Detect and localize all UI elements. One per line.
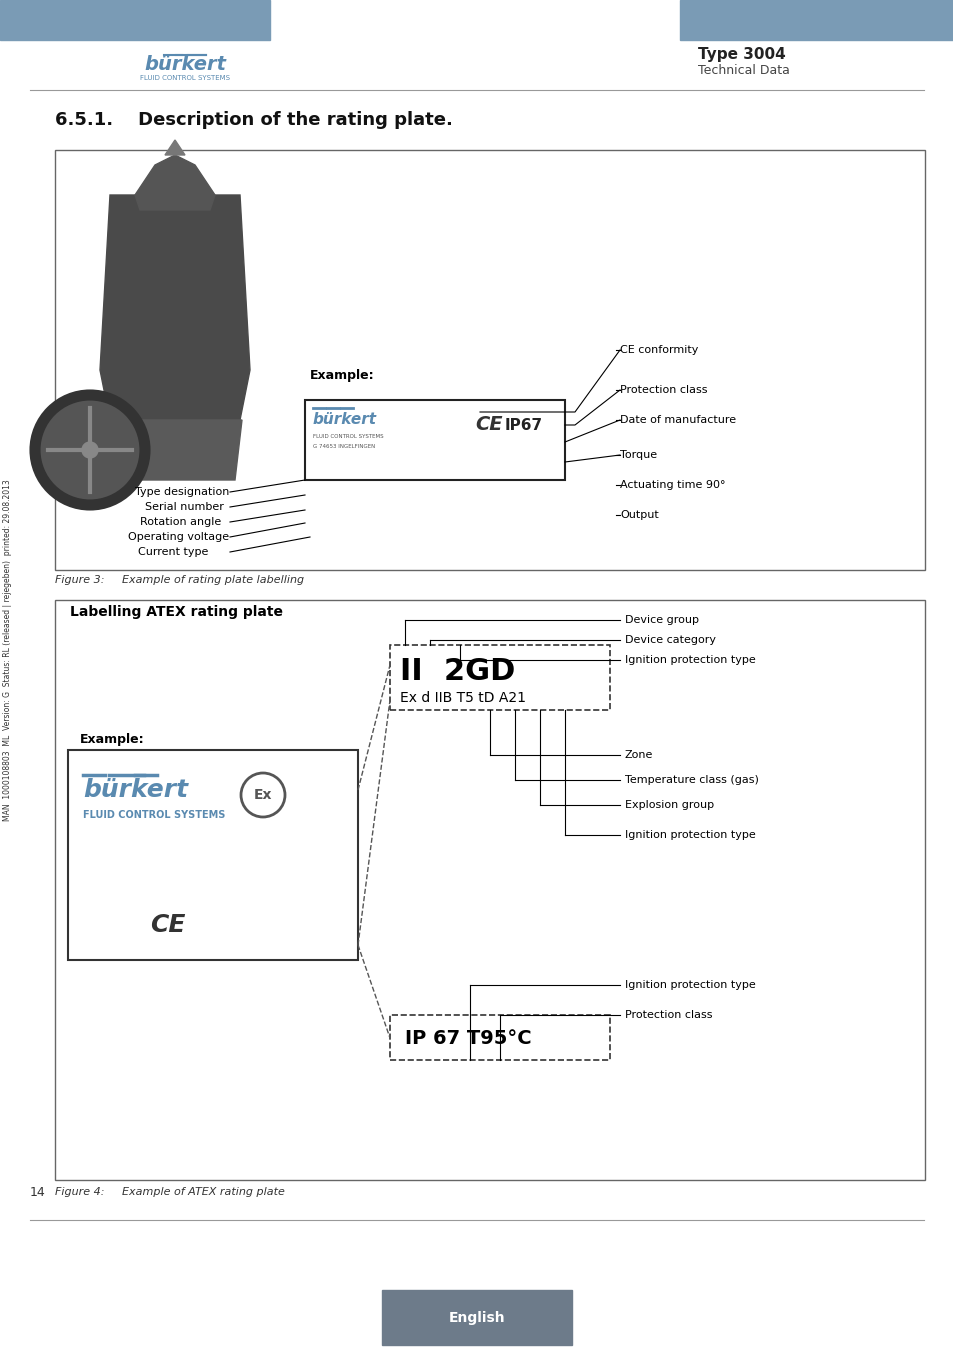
Text: CE: CE [475, 416, 502, 435]
Bar [55, 599, 924, 1180]
Text: CE: CE [150, 913, 186, 937]
Text: Ignition protection type: Ignition protection type [624, 980, 755, 990]
Circle shape [82, 441, 98, 458]
Text: Ignition protection type: Ignition protection type [624, 830, 755, 840]
Polygon shape [165, 140, 185, 155]
Text: Rotation angle: Rotation angle [140, 517, 221, 526]
Polygon shape [100, 194, 250, 420]
Text: Actuating time 90°: Actuating time 90° [619, 481, 724, 490]
Bar [679, 0, 953, 40]
Text: Ignition protection type: Ignition protection type [624, 655, 755, 666]
Text: Explosion group: Explosion group [624, 801, 714, 810]
Text: Protection class: Protection class [619, 385, 707, 396]
Text: Date of manufacture: Date of manufacture [619, 414, 736, 425]
Text: Type 3004: Type 3004 [698, 46, 785, 62]
Text: English: English [448, 1311, 505, 1324]
Bar [305, 400, 564, 481]
Text: Output: Output [619, 510, 659, 520]
Text: Example:: Example: [310, 369, 375, 382]
Bar [68, 751, 357, 960]
Text: Serial number: Serial number [145, 502, 224, 512]
Polygon shape [108, 420, 242, 481]
Text: FLUID CONTROL SYSTEMS: FLUID CONTROL SYSTEMS [313, 433, 383, 439]
Text: FLUID CONTROL SYSTEMS: FLUID CONTROL SYSTEMS [83, 810, 225, 819]
Text: Ex: Ex [253, 788, 272, 802]
Text: Operating voltage: Operating voltage [128, 532, 229, 541]
Text: Figure 3:     Example of rating plate labelling: Figure 3: Example of rating plate labell… [55, 575, 304, 585]
Text: Type designation: Type designation [135, 487, 229, 497]
Text: Device category: Device category [624, 634, 716, 645]
Text: Example:: Example: [80, 733, 145, 747]
Text: MAN  1000108803  ML  Version: G  Status: RL (released | rejegeben)  printed: 29.: MAN 1000108803 ML Version: G Status: RL … [4, 479, 12, 821]
Text: IP67: IP67 [504, 417, 542, 432]
Text: bürkert: bürkert [313, 413, 376, 428]
Circle shape [40, 400, 140, 500]
Text: 14: 14 [30, 1185, 46, 1199]
Bar [390, 1015, 609, 1060]
Text: Ex d IIB T5 tD A21: Ex d IIB T5 tD A21 [399, 691, 525, 705]
Text: Torque: Torque [619, 450, 657, 460]
Text: Technical Data: Technical Data [698, 65, 789, 77]
Text: bürkert: bürkert [83, 778, 188, 802]
Bar [0, 0, 270, 40]
Text: Temperature class (gas): Temperature class (gas) [624, 775, 758, 784]
Text: G 74653 INGELFINGEN: G 74653 INGELFINGEN [313, 444, 375, 448]
Text: IP 67 T95°C: IP 67 T95°C [405, 1029, 531, 1048]
Text: Protection class: Protection class [624, 1010, 712, 1021]
Polygon shape [135, 155, 214, 211]
Text: bürkert: bürkert [144, 55, 226, 74]
Text: 6.5.1.    Description of the rating plate.: 6.5.1. Description of the rating plate. [55, 111, 453, 130]
Text: FLUID CONTROL SYSTEMS: FLUID CONTROL SYSTEMS [140, 76, 230, 81]
Bar [55, 150, 924, 570]
Bar [390, 645, 609, 710]
Text: CE conformity: CE conformity [619, 346, 698, 355]
Text: Labelling ATEX rating plate: Labelling ATEX rating plate [70, 605, 283, 620]
Text: Zone: Zone [624, 751, 653, 760]
Text: Device group: Device group [624, 616, 699, 625]
Text: Figure 4:     Example of ATEX rating plate: Figure 4: Example of ATEX rating plate [55, 1187, 285, 1197]
Bar [381, 1291, 572, 1345]
Text: II  2GD: II 2GD [399, 657, 515, 687]
Text: Current type: Current type [138, 547, 208, 558]
